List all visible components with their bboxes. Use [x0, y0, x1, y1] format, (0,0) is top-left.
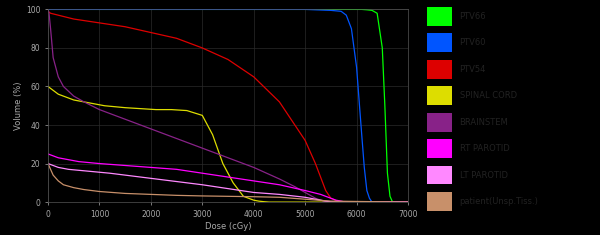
Text: SPINAL CORD: SPINAL CORD: [460, 91, 517, 100]
Text: BRAINSTEM: BRAINSTEM: [460, 118, 508, 127]
Bar: [427, 139, 452, 158]
Text: LT PAROTID: LT PAROTID: [460, 171, 508, 180]
Bar: [427, 60, 452, 79]
Y-axis label: Volume (%): Volume (%): [14, 82, 23, 130]
Text: PTV54: PTV54: [460, 65, 486, 74]
Bar: [427, 192, 452, 211]
Text: patient(Unsp.Tiss.): patient(Unsp.Tiss.): [460, 197, 538, 206]
Bar: [427, 166, 452, 184]
Bar: [427, 34, 452, 52]
Bar: [427, 7, 452, 26]
Text: PTV60: PTV60: [460, 38, 486, 47]
Text: PTV66: PTV66: [460, 12, 486, 21]
Bar: [427, 113, 452, 132]
X-axis label: Dose (cGy): Dose (cGy): [205, 222, 251, 231]
Text: RT PAROTID: RT PAROTID: [460, 144, 509, 153]
Bar: [427, 86, 452, 105]
